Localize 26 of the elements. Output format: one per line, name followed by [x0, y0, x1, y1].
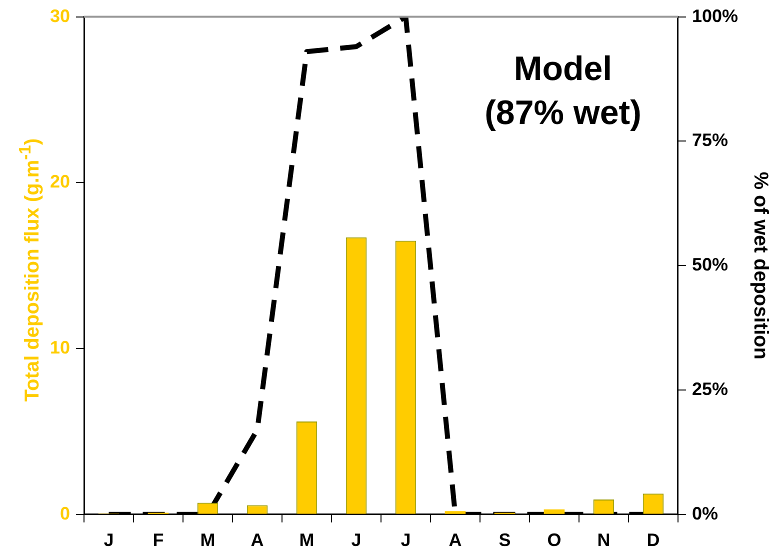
x-tick-label: F	[152, 530, 164, 550]
x-tick-label: N	[597, 530, 610, 550]
x-tick-label: A	[250, 530, 264, 550]
x-tick-label: J	[400, 530, 411, 550]
x-tick-label: M	[299, 530, 314, 550]
bar	[544, 509, 565, 514]
y2-tick-label: 0%	[692, 503, 718, 524]
y2-tick-label: 100%	[692, 6, 738, 26]
x-tick-label: O	[547, 530, 562, 550]
y2-axis-title: % of wet deposition	[749, 172, 772, 360]
y-tick-label: 20	[50, 172, 70, 192]
annotation: (87% wet)	[484, 94, 642, 132]
x-tick-label: A	[448, 530, 462, 550]
x-tick-label: J	[104, 530, 114, 550]
y-tick-label: 0	[60, 503, 70, 524]
x-tick-label: S	[498, 530, 511, 550]
y-tick-label: 10	[50, 338, 70, 358]
y2-tick-label: 50%	[692, 254, 728, 275]
x-tick-label: J	[351, 530, 362, 550]
annotation: Model	[514, 50, 612, 88]
bar	[444, 511, 466, 514]
y2-tick-label: 75%	[692, 130, 728, 150]
y-tick-label: 30	[50, 6, 70, 26]
x-tick-label: M	[200, 530, 216, 550]
x-tick-label: D	[646, 530, 660, 550]
y2-tick-label: 25%	[692, 378, 728, 399]
